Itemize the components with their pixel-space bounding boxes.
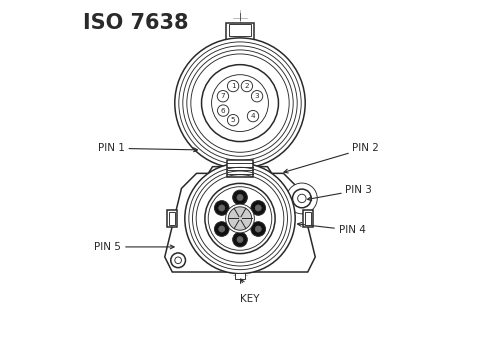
Circle shape xyxy=(237,237,243,243)
Circle shape xyxy=(251,201,265,215)
Circle shape xyxy=(228,115,239,126)
Circle shape xyxy=(217,90,228,102)
FancyBboxPatch shape xyxy=(304,212,311,224)
Circle shape xyxy=(226,204,254,233)
Circle shape xyxy=(202,65,278,141)
Circle shape xyxy=(228,80,239,92)
Circle shape xyxy=(255,226,261,232)
FancyBboxPatch shape xyxy=(229,24,251,36)
Circle shape xyxy=(233,190,247,205)
FancyBboxPatch shape xyxy=(226,23,254,39)
Circle shape xyxy=(237,194,243,201)
Text: 5: 5 xyxy=(231,117,235,123)
Circle shape xyxy=(219,226,225,232)
Circle shape xyxy=(171,253,185,268)
Text: 6: 6 xyxy=(221,107,226,114)
Circle shape xyxy=(233,232,247,247)
FancyBboxPatch shape xyxy=(303,210,312,226)
Text: PIN 2: PIN 2 xyxy=(352,143,379,153)
Polygon shape xyxy=(208,167,272,173)
Text: PIN 5: PIN 5 xyxy=(95,242,121,252)
Text: ISO 7638: ISO 7638 xyxy=(83,13,188,33)
Text: PIN 3: PIN 3 xyxy=(345,185,372,195)
Text: 7: 7 xyxy=(221,93,225,99)
Circle shape xyxy=(255,205,261,211)
FancyBboxPatch shape xyxy=(235,273,245,279)
Circle shape xyxy=(251,222,265,236)
Text: 2: 2 xyxy=(245,83,249,89)
Text: KEY: KEY xyxy=(240,294,260,304)
Circle shape xyxy=(292,189,311,208)
Circle shape xyxy=(287,183,317,214)
FancyBboxPatch shape xyxy=(228,160,252,177)
Text: 3: 3 xyxy=(255,93,259,99)
Circle shape xyxy=(247,110,259,122)
Polygon shape xyxy=(165,173,315,272)
Text: 1: 1 xyxy=(231,83,235,89)
Circle shape xyxy=(205,183,275,254)
Circle shape xyxy=(185,163,295,274)
Circle shape xyxy=(298,194,306,203)
Circle shape xyxy=(241,80,252,92)
Circle shape xyxy=(252,90,263,102)
Circle shape xyxy=(219,205,225,211)
Circle shape xyxy=(217,105,229,116)
FancyBboxPatch shape xyxy=(169,212,176,224)
Circle shape xyxy=(215,222,229,236)
Text: 4: 4 xyxy=(251,113,255,119)
Text: PIN 4: PIN 4 xyxy=(338,225,365,235)
Circle shape xyxy=(212,75,268,132)
Circle shape xyxy=(175,257,181,264)
Text: PIN 1: PIN 1 xyxy=(98,143,125,153)
Circle shape xyxy=(228,207,252,230)
Circle shape xyxy=(175,38,305,168)
Circle shape xyxy=(215,201,229,215)
FancyBboxPatch shape xyxy=(168,210,177,226)
